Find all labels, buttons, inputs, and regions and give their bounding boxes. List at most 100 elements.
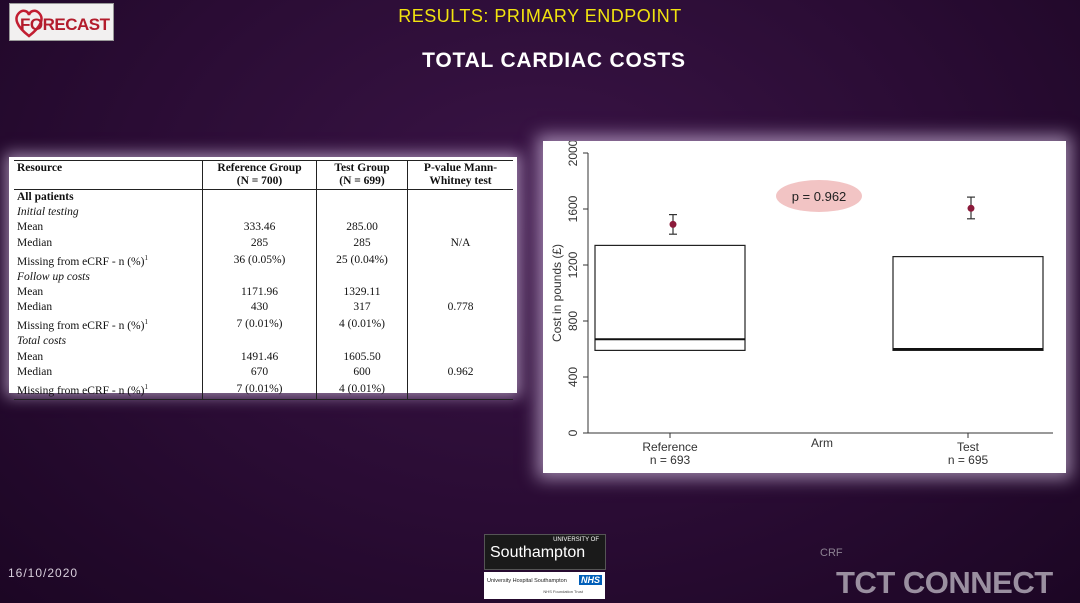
- cell-pvalue: 0.962: [407, 364, 513, 381]
- table-row: Median 430 317 0.778: [14, 300, 513, 316]
- header-reference-label: Reference Group: [217, 162, 302, 174]
- nhs-logo: University Hospital Southampton NHS NHS …: [484, 572, 605, 599]
- row-label: Mean: [17, 221, 44, 234]
- row-label-text: Missing from eCRF - n (%): [17, 384, 145, 397]
- box-plot-panel: 0 400 800 1200 1600 2000 Cost in pounds (£) Ref…: [543, 141, 1066, 473]
- cell-test: 1605.50: [316, 349, 408, 365]
- box: [594, 244, 746, 352]
- row-label: Missing from eCRF - n (%)1: [14, 315, 203, 334]
- cell-reference: 1491.46: [202, 349, 317, 365]
- row-label: Missing from eCRF - n (%)1: [14, 251, 203, 270]
- table-row: Mean 1171.96 1329.11: [14, 285, 513, 301]
- row-label: Median: [17, 365, 53, 378]
- header-reference-n: (N = 700): [236, 175, 283, 187]
- header-test: Test Group (N = 699): [316, 160, 408, 190]
- university-of-label: UNIVERSITY OF: [553, 537, 599, 543]
- cell-reference: 36 (0.05%): [202, 250, 317, 270]
- y-tick-label: 1200: [566, 251, 580, 278]
- header-test-label: Test Group: [334, 162, 390, 174]
- slide-title: TOTAL CARDIAC COSTS: [422, 49, 686, 72]
- cell-test: 4 (0.01%): [316, 315, 408, 335]
- results-table: Resource Reference Group (N = 700) Test …: [14, 160, 513, 401]
- cell-test: 285.00: [316, 220, 408, 236]
- results-table-panel: Resource Reference Group (N = 700) Test …: [9, 157, 517, 401]
- crf-label: CRF: [820, 547, 843, 559]
- cell-pvalue: 0.778: [407, 300, 513, 316]
- table-body: All patients Initial testing Mean 333.46 28…: [14, 189, 513, 401]
- header-resource: Resource: [14, 160, 203, 190]
- group-title: Total costs: [17, 335, 67, 348]
- cell-pvalue: N/A: [407, 235, 513, 251]
- header-reference: Reference Group (N = 700): [202, 160, 317, 190]
- table-header-row: Resource Reference Group (N = 700) Test …: [14, 160, 513, 190]
- table-row: Mean 1491.46 1605.50: [14, 349, 513, 365]
- presentation-date: 16/10/2020: [8, 566, 79, 580]
- y-tick-label: 1600: [566, 195, 580, 222]
- footnote-marker: 1: [144, 383, 148, 392]
- mean-point: [967, 204, 975, 212]
- row-label: Median: [17, 236, 53, 249]
- cell-reference: 430: [202, 300, 317, 316]
- cell-reference: 333.46: [202, 220, 317, 236]
- group-title: Follow up costs: [17, 270, 90, 283]
- footnote-marker: 1: [144, 253, 148, 262]
- cell-test: 285: [316, 235, 408, 251]
- p-value-annotation: p = 0.962: [792, 189, 847, 204]
- table-row: Missing from eCRF - n (%)1 7 (0.01%) 4 (0.…: [14, 380, 513, 401]
- cell-pvalue: [407, 285, 513, 301]
- cell-reference: 285: [202, 235, 317, 251]
- mean-point: [669, 220, 677, 228]
- cell-reference: 7 (0.01%): [202, 315, 317, 335]
- footnote-marker: 1: [144, 318, 148, 327]
- x-tick-label: Test: [957, 440, 980, 454]
- box: [892, 255, 1044, 352]
- cell-pvalue: [407, 349, 513, 365]
- cell-pvalue: [407, 380, 513, 401]
- row-label-text: Missing from eCRF - n (%): [17, 255, 145, 268]
- southampton-logo: UNIVERSITY OF Southampton: [484, 534, 606, 570]
- header-title: RESULTS: PRIMARY ENDPOINT: [398, 6, 682, 26]
- row-label: Mean: [17, 350, 44, 363]
- logo-text: FORECAST: [20, 15, 110, 34]
- nhs-badge: NHS: [578, 575, 602, 585]
- y-tick-label: 400: [566, 367, 580, 387]
- table-row: Missing from eCRF - n (%)1 7 (0.01%) 4 (0.…: [14, 315, 513, 335]
- table-row: Median 285 285 N/A: [14, 235, 513, 251]
- cell-reference: 7 (0.01%): [202, 380, 317, 401]
- cell-test: 4 (0.01%): [316, 380, 408, 401]
- forecast-logo: FORECAST: [9, 3, 114, 41]
- row-label: Median: [17, 301, 53, 314]
- p-value-bubble: [776, 180, 862, 212]
- table-section-row: All patients: [14, 189, 513, 206]
- hospital-name: University Hospital Southampton: [487, 578, 567, 584]
- cell-pvalue: [407, 315, 513, 335]
- y-tick-label: 2000: [566, 141, 580, 166]
- x-axis-label: Arm: [811, 436, 833, 450]
- table-group-row: Follow up costs: [14, 269, 513, 286]
- row-label-text: Missing from eCRF - n (%): [17, 320, 145, 333]
- cell-test: 1329.11: [316, 285, 408, 301]
- table-row: Missing from eCRF - n (%)1 36 (0.05%) 25 (…: [14, 250, 513, 270]
- nhs-trust: NHS Foundation Trust: [543, 589, 583, 594]
- table-group-row: Total costs: [14, 334, 513, 350]
- n-label: n = 693: [650, 453, 691, 467]
- cell-test: 317: [316, 300, 408, 316]
- heart-icon: [15, 9, 43, 38]
- cell-test: 25 (0.04%): [316, 250, 408, 270]
- cell-pvalue: [407, 220, 513, 236]
- cell-reference: 670: [202, 364, 317, 381]
- section-label: All patients: [17, 191, 74, 203]
- header-test-n: (N = 699): [339, 175, 385, 187]
- cell-test: 600: [316, 364, 408, 381]
- y-axis-label: Cost in pounds (£): [550, 244, 564, 342]
- table-group-row: Initial testing: [14, 205, 513, 221]
- group-title: Initial testing: [17, 206, 79, 219]
- x-tick-label: Reference: [642, 440, 698, 454]
- southampton-name: Southampton: [490, 544, 586, 561]
- row-label: Missing from eCRF - n (%)1: [14, 380, 203, 401]
- y-tick-label: 0: [566, 429, 580, 436]
- table-row: Median 670 600 0.962: [14, 364, 513, 381]
- y-tick-label: 800: [566, 311, 580, 331]
- table-row: Mean 333.46 285.00: [14, 220, 513, 236]
- cell-pvalue: [407, 250, 513, 270]
